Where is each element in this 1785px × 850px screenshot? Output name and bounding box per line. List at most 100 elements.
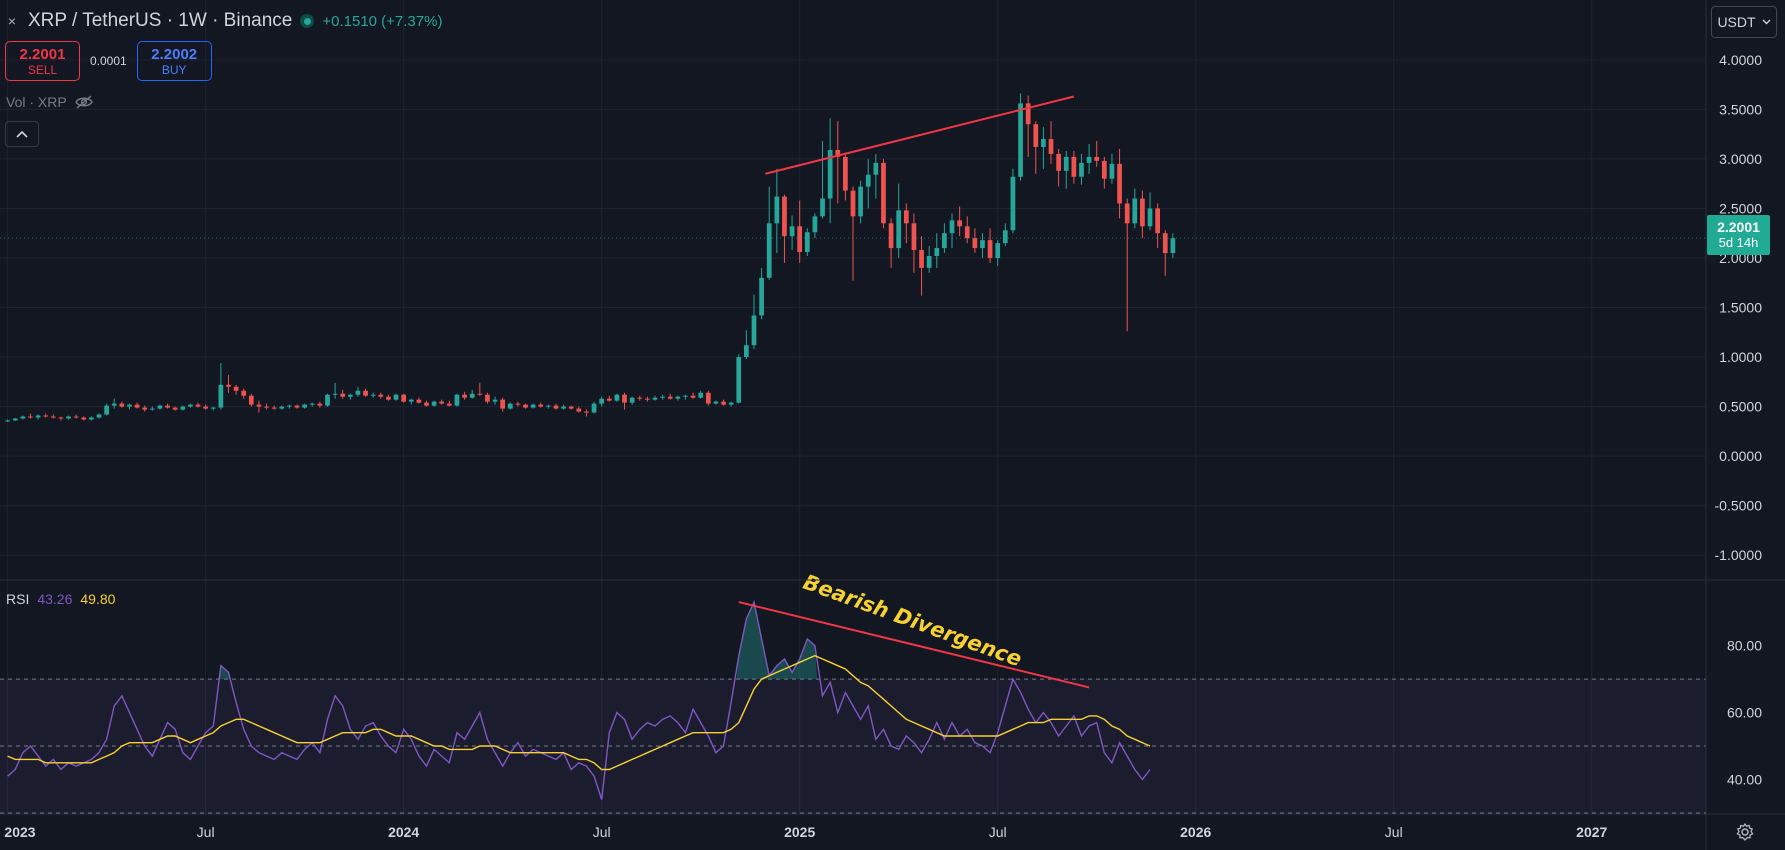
candle-body [538,404,544,407]
rsi-ma-line [7,654,1151,771]
candle-body [134,404,140,408]
candle-body [347,394,353,397]
candle-body [903,210,909,224]
grid-lines [0,0,1706,813]
candle-body [401,394,407,402]
time-axis-label: Jul [593,824,611,840]
candle-body [248,395,254,405]
candle-body [180,406,186,410]
time-axis-label: Jul [1385,824,1403,840]
price-axis-label: 1.5000 [1719,300,1762,316]
candle-body [439,401,445,404]
candle-body [820,198,825,217]
candle-body [96,414,102,418]
candle-body [553,405,559,409]
candle-body [111,403,117,406]
candle-body [614,394,620,401]
candle-body [378,394,384,397]
candle-body [256,404,262,407]
candle-body [226,384,231,387]
candle-body [949,220,955,234]
collapse-legend-button[interactable] [5,121,39,147]
candle-body [888,223,894,249]
candle-body [530,404,536,408]
last-price-tag: 2.2001 5d 14h [1707,215,1770,255]
candle-body [865,174,871,187]
candle-body [896,210,902,249]
candle-body [964,226,970,239]
candle-body [73,416,79,418]
buy-button[interactable]: 2.2002 BUY [136,41,212,81]
candle-body [12,418,18,421]
candle-body [523,404,528,408]
rsi-overbought-fill [218,665,231,680]
candle-body [485,394,490,402]
candle-body [561,406,566,409]
close-icon[interactable]: × [7,13,17,29]
candle-body [599,398,605,404]
candle-body [1117,163,1122,204]
price-axis-label: -0.5000 [1715,498,1763,514]
sell-label: SELL [27,62,58,77]
price-axis-label: 4.0000 [1719,52,1762,68]
candle-body [1155,208,1161,234]
candle-body [363,390,368,396]
chevron-down-icon [1762,19,1771,25]
candle-body [462,394,467,398]
candle-body [210,407,216,409]
candle-body [287,405,292,407]
currency-select[interactable]: USDT [1711,6,1777,38]
eye-off-icon[interactable] [74,95,93,109]
candle-body [188,404,193,407]
candle-body [1109,163,1115,179]
currency-label: USDT [1717,14,1756,30]
candle-body [568,406,574,409]
candle-body [606,398,612,401]
bar-countdown: 5d 14h [1718,235,1759,250]
candle-body [980,240,985,249]
candle-body [1101,160,1107,179]
price-axis-label: 1.0000 [1719,349,1762,365]
candle-body [5,420,10,422]
candle-body [766,223,772,278]
candle-body [705,392,711,404]
volume-label[interactable]: Vol · XRP [6,94,67,110]
candle-body [972,238,978,249]
candlestick-series [5,93,1176,422]
candle-body [302,404,308,408]
time-axis-label: 2023 [4,824,35,840]
candle-body [165,405,170,408]
candle-body [28,416,33,418]
symbol-title[interactable]: XRP / TetherUS · 1W · Binance [28,10,293,31]
candle-body [919,250,924,268]
candle-body [172,407,178,410]
time-axis-label: 2027 [1576,824,1607,840]
candle-body [119,403,125,407]
candle-body [500,399,506,409]
candle-body [203,406,208,409]
sell-button[interactable]: 2.2001 SELL [5,41,80,81]
rsi-axis-label: 40.00 [1727,772,1762,788]
candle-body [637,397,643,399]
gear-icon[interactable] [1735,822,1755,842]
rsi-trendline [738,601,1090,689]
candle-body [690,395,696,398]
candle-body [332,393,338,395]
candle-body [104,405,109,415]
candle-body [43,415,49,417]
candle-body [408,399,414,402]
candle-body [294,405,300,408]
candle-body [1170,238,1176,254]
rsi-name[interactable]: RSI [6,591,30,607]
candle-body [736,357,742,403]
candle-body [987,240,993,258]
candle-body [812,216,818,233]
chart-header: × XRP / TetherUS · 1W · Binance +0.1510 … [4,8,443,34]
candle-body [797,226,803,253]
candle-body [218,384,224,408]
candle-body [58,417,64,419]
candle-body [66,416,71,419]
price-axis-label: 3.0000 [1719,151,1762,167]
candle-body [195,404,201,407]
